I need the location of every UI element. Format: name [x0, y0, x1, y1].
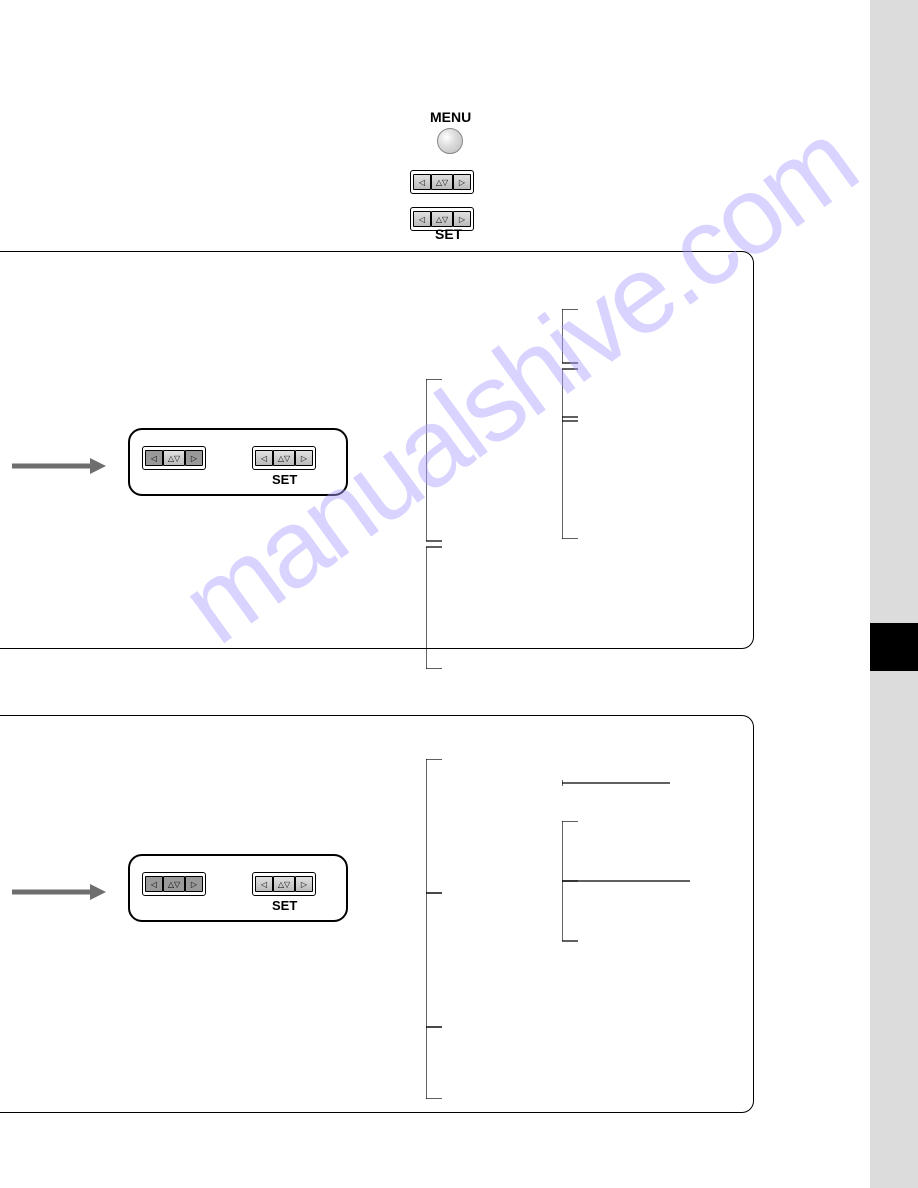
- control-strip-cb1-right-icon: ◁△▽▷: [252, 446, 316, 470]
- control-strip-cb2-left-icon: ◁△▽▷: [142, 872, 206, 896]
- set-label-cb2: SET: [272, 898, 297, 913]
- control-box-1: ◁△▽▷ ◁△▽▷ SET: [128, 428, 348, 496]
- bracket-box1-left-icon: [426, 379, 446, 674]
- menu-label: MENU: [430, 109, 471, 125]
- control-strip-cb2-right-icon: ◁△▽▷: [252, 872, 316, 896]
- bracket-box1-right-icon: [562, 309, 582, 544]
- menu-box-1: [0, 251, 754, 649]
- arrow-2-icon: [12, 880, 108, 909]
- control-box-2: ◁△▽▷ ◁△▽▷ SET: [128, 854, 348, 922]
- bracket-box2-left-icon: [426, 759, 446, 1104]
- section-tab: [870, 623, 918, 671]
- control-strip-cb1-left-icon: ◁△▽▷: [142, 446, 206, 470]
- bracket-box2-right-bot-icon: [562, 821, 692, 956]
- set-label-cb1: SET: [272, 472, 297, 487]
- set-label-top: SET: [435, 226, 462, 242]
- control-strip-top-1-icon: ◁△▽▷: [410, 170, 474, 194]
- page-root: MENU ◁△▽▷ ◁△▽▷ SET ◁△▽▷ ◁△▽▷ SET: [0, 0, 918, 1188]
- bracket-box2-right-top-icon: [562, 773, 682, 791]
- arrow-1-icon: [12, 454, 108, 483]
- page-sidebar: [870, 0, 918, 1188]
- menu-button-icon: [437, 128, 463, 154]
